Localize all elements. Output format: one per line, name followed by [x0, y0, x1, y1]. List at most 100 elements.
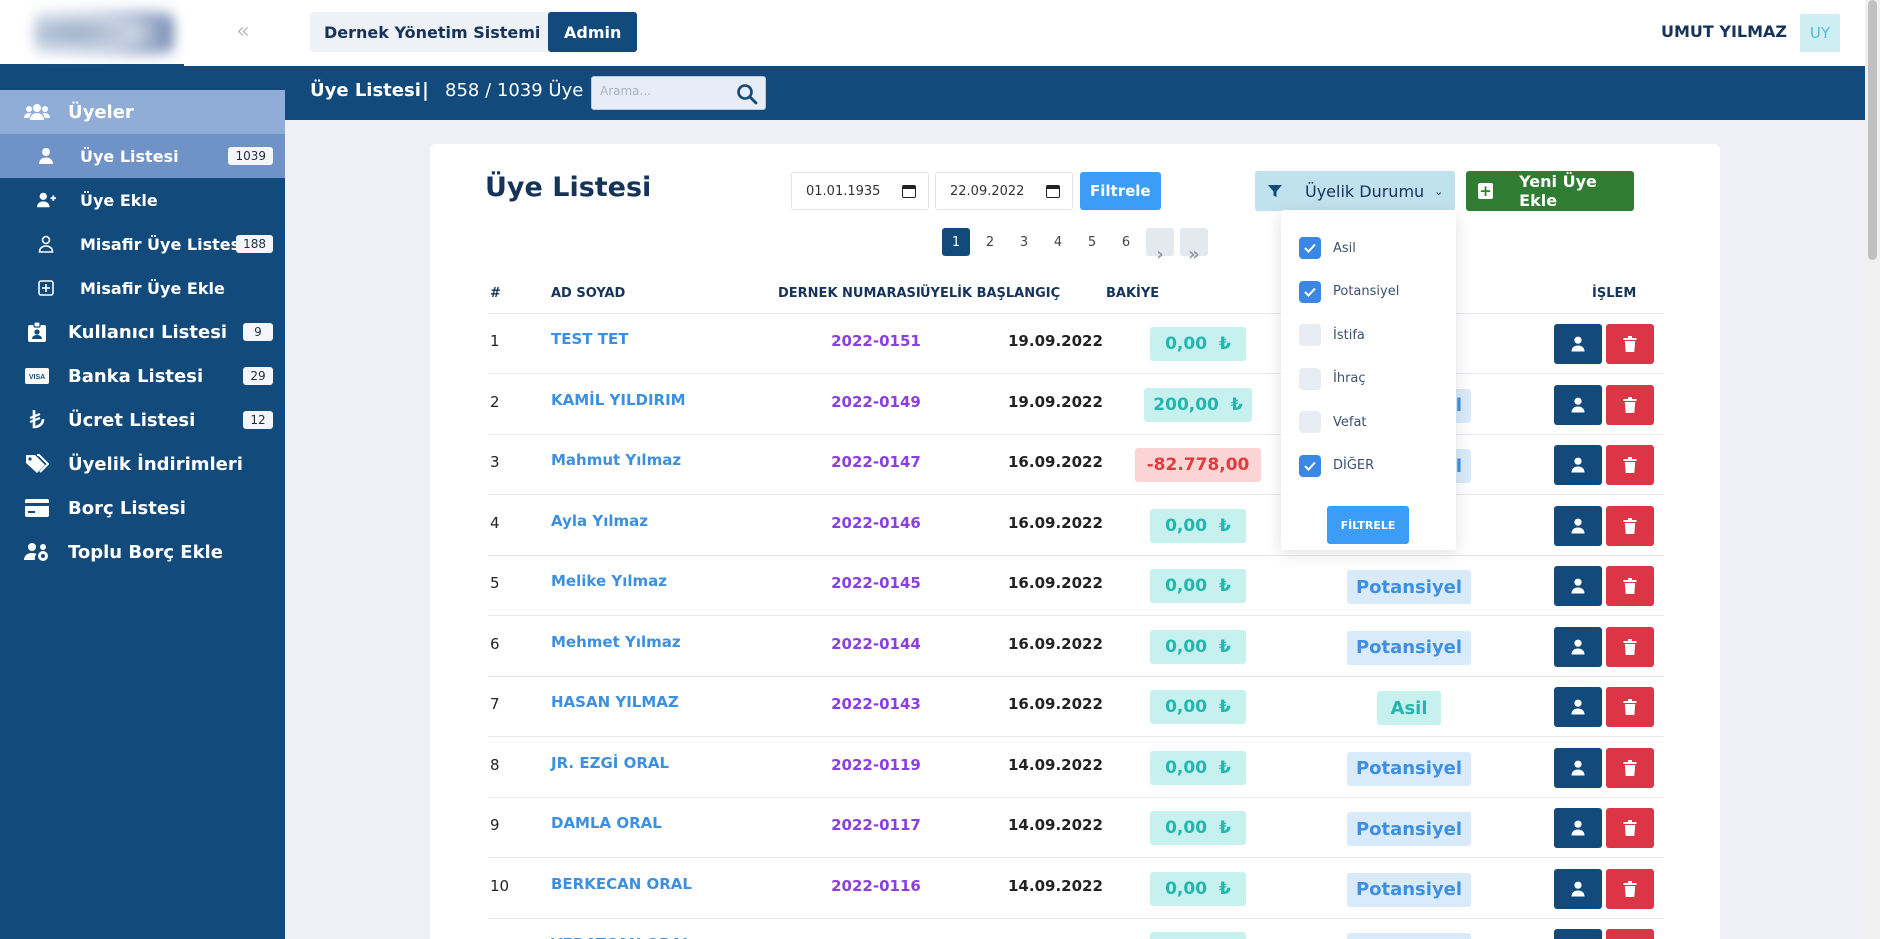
- delete-member-button[interactable]: [1606, 868, 1654, 909]
- member-name-link[interactable]: JR. EZGİ ORAL: [551, 753, 670, 772]
- sidebar-item-user-outline[interactable]: Misafir Üye Listesi 188: [0, 222, 285, 266]
- member-name-link[interactable]: Melike Yılmaz: [551, 572, 667, 590]
- page-5-button[interactable]: 5: [1087, 234, 1097, 250]
- delete-member-button[interactable]: [1606, 384, 1654, 425]
- check-icon: [1304, 287, 1316, 297]
- sidebar-item-user[interactable]: Üye Listesi 1039: [0, 134, 285, 178]
- view-member-button[interactable]: [1554, 384, 1602, 425]
- search-input[interactable]: [600, 84, 730, 98]
- filter-button[interactable]: Filtrele: [1080, 172, 1161, 210]
- calendar-icon[interactable]: [1046, 185, 1060, 198]
- checkbox[interactable]: [1299, 280, 1321, 303]
- delete-member-button[interactable]: [1606, 505, 1654, 546]
- checkbox[interactable]: [1299, 324, 1321, 346]
- delete-member-button[interactable]: [1606, 808, 1654, 848]
- balance-badge: 0,00₺: [1150, 569, 1246, 603]
- sidebar-item-users-cog[interactable]: Toplu Borç Ekle: [0, 530, 285, 574]
- view-member-button[interactable]: [1554, 626, 1602, 667]
- user-name[interactable]: UMUT YILMAZ: [1660, 22, 1787, 41]
- delete-member-button[interactable]: [1606, 566, 1654, 606]
- new-member-button[interactable]: + Yeni Üye Ekle: [1466, 171, 1634, 211]
- member-name-link[interactable]: HASAN YILMAZ: [551, 693, 679, 711]
- date-to-input[interactable]: 22.09.2022: [935, 172, 1073, 210]
- page-1-button[interactable]: 1: [942, 228, 970, 256]
- sidebar-item-user-plus[interactable]: Üye Ekle: [0, 178, 285, 222]
- avatar[interactable]: UY: [1800, 14, 1840, 52]
- status-option-potansiyel[interactable]: Potansiyel: [1299, 278, 1399, 306]
- status-option-i̇stifa[interactable]: İstifa: [1299, 321, 1365, 349]
- view-member-button[interactable]: [1554, 808, 1602, 848]
- view-member-button[interactable]: [1554, 868, 1602, 909]
- checkbox[interactable]: [1299, 454, 1321, 477]
- dropdown-filter-button[interactable]: FİLTRELE: [1327, 506, 1409, 544]
- member-name-link[interactable]: BERKECAN ORAL: [551, 874, 692, 893]
- member-name-link[interactable]: Mahmut Yılmaz: [551, 451, 682, 469]
- view-member-button[interactable]: [1554, 747, 1602, 788]
- member-name-link[interactable]: Ayla Yılmaz: [551, 511, 648, 530]
- sidebar-item-id-badge[interactable]: Kullanıcı Listesi 9: [0, 310, 285, 354]
- page-6-button[interactable]: 6: [1121, 234, 1131, 250]
- sidebar-item-label: Kullanıcı Listesi: [68, 321, 228, 343]
- subheader: Üye Listesi | 858 / 1039 Üye: [285, 66, 1865, 120]
- member-name-link[interactable]: DAMLA ORAL: [551, 814, 662, 832]
- app-title-button[interactable]: Dernek Yönetim Sistemi: [310, 12, 555, 52]
- user-icon: [1571, 881, 1585, 896]
- next-page-button[interactable]: ›: [1146, 228, 1174, 265]
- delete-member-button[interactable]: [1606, 687, 1654, 727]
- search-icon[interactable]: [735, 82, 759, 106]
- collapse-sidebar-button[interactable]: «: [236, 19, 250, 44]
- sidebar-item-credit-card[interactable]: Borç Listesi: [0, 486, 285, 530]
- membership-start-date: 14.09.2022: [1008, 876, 1103, 895]
- scrollbar-thumb[interactable]: [1868, 0, 1877, 260]
- status-option-di̇ğer[interactable]: DİĞER: [1299, 452, 1374, 480]
- trash-icon: [1623, 880, 1637, 897]
- view-member-button[interactable]: [1554, 929, 1602, 939]
- last-page-button[interactable]: »: [1180, 228, 1208, 265]
- calendar-icon[interactable]: [902, 185, 916, 198]
- view-member-button[interactable]: [1554, 324, 1602, 364]
- checkbox[interactable]: [1299, 411, 1321, 433]
- page-2-button[interactable]: 2: [985, 234, 995, 250]
- delete-member-button[interactable]: [1606, 445, 1654, 485]
- sidebar-item-users[interactable]: Üyeler: [0, 90, 285, 134]
- admin-button[interactable]: Admin: [548, 12, 638, 52]
- delete-member-button[interactable]: [1606, 626, 1654, 667]
- dernek-number: 2022-0116: [831, 876, 921, 895]
- date-from-input[interactable]: 01.01.1935: [791, 172, 929, 210]
- page-3-button[interactable]: 3: [1019, 234, 1029, 250]
- lira-icon: ₺: [1219, 334, 1231, 354]
- delete-member-button[interactable]: [1606, 747, 1654, 788]
- balance-badge: 0,00₺: [1150, 932, 1246, 939]
- member-name-link[interactable]: KAMİL YILDIRIM: [551, 390, 686, 409]
- view-member-button[interactable]: [1554, 505, 1602, 546]
- checkbox[interactable]: [1299, 237, 1321, 259]
- table-row: 3 Mahmut Yılmaz 2022-0147 16.09.2022 -82.778…: [488, 435, 1664, 495]
- status-option-vefat[interactable]: Vefat: [1299, 408, 1367, 436]
- balance-value: 0,00: [1165, 636, 1208, 657]
- checkbox[interactable]: [1299, 367, 1321, 390]
- delete-member-button[interactable]: [1606, 324, 1654, 364]
- sidebar-item-lira[interactable]: Ücret Listesi 12: [0, 398, 285, 442]
- sidebar-item-tags[interactable]: Üyelik İndirimleri: [0, 442, 285, 486]
- view-member-button[interactable]: [1554, 566, 1602, 606]
- page-scrollbar[interactable]: [1865, 0, 1880, 939]
- dernek-number: 2022-0151: [831, 332, 921, 350]
- delete-member-button[interactable]: [1606, 929, 1654, 939]
- membership-status-dropdown-button[interactable]: Üyelik Durumu ⌄: [1255, 171, 1455, 211]
- member-name-link[interactable]: Mehmet Yılmaz: [551, 632, 681, 651]
- page-4-button[interactable]: 4: [1053, 234, 1063, 250]
- check-icon: [1304, 461, 1316, 471]
- trash-icon: [1623, 759, 1637, 776]
- member-name-link[interactable]: VEDATCAN ORAL: [551, 935, 692, 939]
- column-header: #: [490, 286, 501, 301]
- pagination: 1 2 3 4 5 6 ›»: [942, 228, 1208, 265]
- status-option-asil[interactable]: Asil: [1299, 234, 1356, 262]
- view-member-button[interactable]: [1554, 445, 1602, 485]
- status-option-i̇hraç[interactable]: İhraç: [1299, 365, 1366, 393]
- sidebar-item-plus-square[interactable]: Misafir Üye Ekle: [0, 266, 285, 310]
- view-member-button[interactable]: [1554, 687, 1602, 727]
- member-name-link[interactable]: TEST TET: [551, 330, 629, 348]
- sidebar-item-visa-card[interactable]: VISA Banka Listesi 29: [0, 354, 285, 398]
- logo-area: «: [0, 0, 285, 66]
